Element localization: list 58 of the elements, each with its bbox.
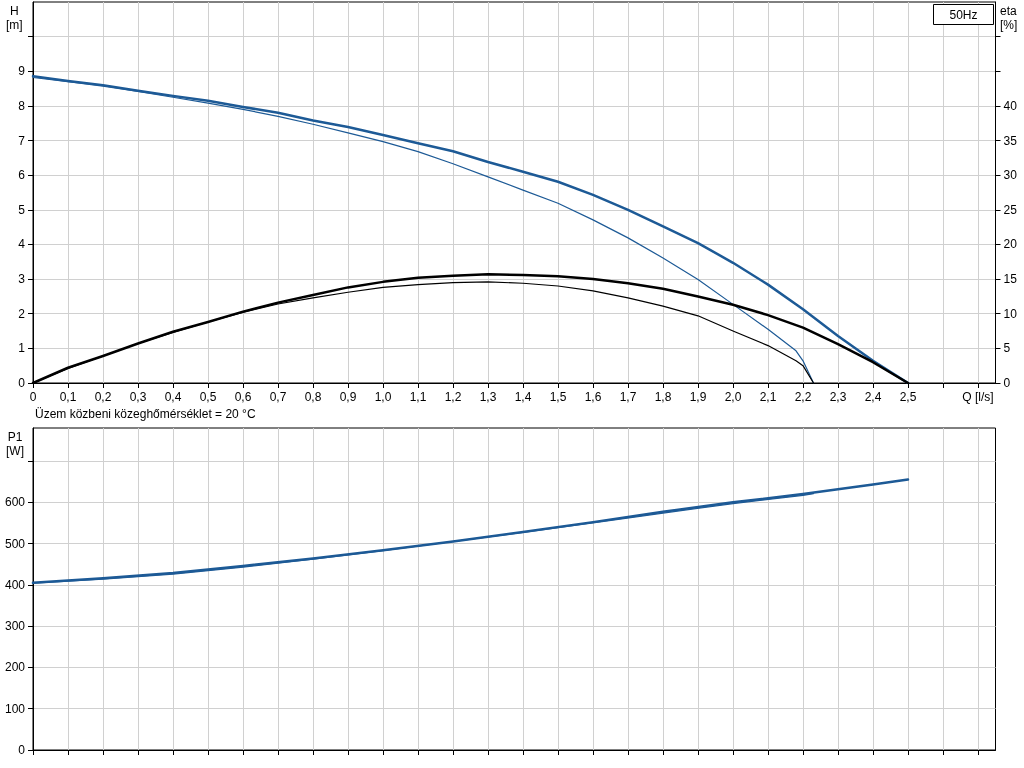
x-axis-title: Q [l/s]: [962, 390, 994, 404]
y2-tick-label: 0: [1003, 376, 1011, 390]
x-tick-label: 1,3: [479, 390, 497, 404]
y-tick-label: 1: [18, 341, 26, 356]
x-tick-label: 2,5: [899, 390, 917, 404]
y2-tick-label: 30: [1003, 168, 1018, 183]
y-tick-label: 100: [4, 701, 26, 716]
x-tick-label: 2,1: [759, 390, 777, 404]
y2-tick-label: 25: [1003, 202, 1018, 217]
x-tick-label: 0,8: [304, 390, 322, 404]
y-tick-label: 600: [4, 495, 26, 510]
annotation: 50Hz: [949, 7, 978, 22]
x-tick-label: 0,6: [234, 390, 252, 404]
y2-tick-label: 5: [1003, 341, 1011, 356]
x-tick-label: 2,4: [864, 390, 882, 404]
y-tick-label: 200: [4, 660, 26, 675]
y-tick-label: 2: [18, 306, 26, 321]
x-tick-label: 1,9: [689, 390, 707, 404]
y2-axis-title: eta [%]: [1000, 4, 1018, 32]
y-axis-title: P1 [W]: [6, 430, 24, 458]
x-tick-label: 2,0: [724, 390, 742, 404]
x-tick-label: 2,2: [794, 390, 812, 404]
text: Üzem közbeni közeghőmérséklet = 20 °C: [35, 407, 256, 421]
y-tick-label: 5: [18, 202, 26, 217]
x-tick-label: 0,5: [199, 390, 217, 404]
y-tick-label: 3: [18, 272, 26, 287]
x-tick-label: 1,4: [514, 390, 532, 404]
x-tick-label: 0,4: [164, 390, 182, 404]
y-tick-label: 400: [4, 577, 26, 592]
x-tick-label: 1,8: [654, 390, 672, 404]
x-tick-label: 1,0: [374, 390, 392, 404]
y-tick-label: 300: [4, 619, 26, 634]
x-tick-label: 0,2: [94, 390, 112, 404]
y2-tick-label: 10: [1003, 306, 1018, 321]
x-tick-label: 1,5: [549, 390, 567, 404]
x-tick-label: 1,1: [409, 390, 427, 404]
x-tick-label: 1,2: [444, 390, 462, 404]
x-tick-label: 0,7: [269, 390, 287, 404]
y-tick-label: 9: [18, 64, 26, 79]
y-tick-label: 0: [18, 376, 26, 390]
y2-tick-label: 35: [1003, 133, 1018, 148]
y-tick-label: 0: [18, 743, 26, 757]
y-tick-label: 500: [4, 536, 26, 551]
y2-tick-label: 40: [1003, 98, 1018, 113]
y-tick-label: 8: [18, 98, 26, 113]
y-tick-label: 6: [18, 168, 26, 183]
x-tick-label: 1,6: [584, 390, 602, 404]
y-tick-label: 7: [18, 133, 26, 148]
y-tick-label: 4: [18, 237, 26, 252]
x-tick-label: 0,1: [59, 390, 77, 404]
x-tick-label: 2,3: [829, 390, 847, 404]
y2-tick-label: 15: [1003, 272, 1018, 287]
y2-tick-label: 20: [1003, 237, 1018, 252]
x-tick-label: 1,7: [619, 390, 637, 404]
y-axis-title: H [m]: [6, 4, 23, 32]
x-tick-label: 0,3: [129, 390, 147, 404]
x-tick-label: 0: [29, 390, 37, 404]
x-tick-label: 0,9: [339, 390, 357, 404]
